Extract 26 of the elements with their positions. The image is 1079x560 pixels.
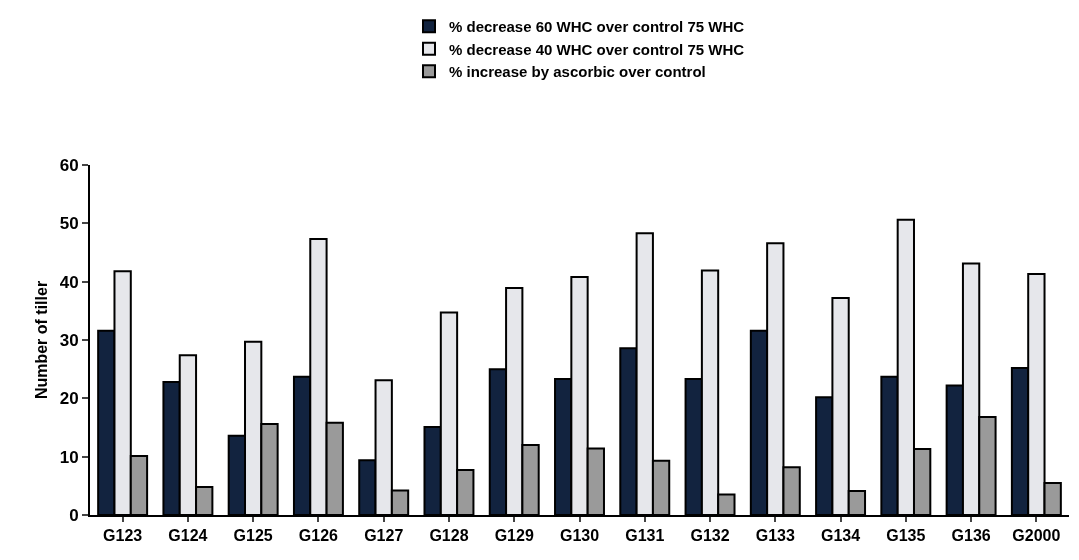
x-tick-label: G129 [494, 527, 534, 545]
x-tick-label: G128 [429, 527, 469, 545]
x-tick-label: G123 [103, 527, 143, 545]
x-tick-label: G132 [690, 527, 730, 545]
x-tick-label: G134 [821, 527, 861, 545]
y-tick-label: 60 [59, 155, 79, 175]
x-tick-label: G131 [625, 527, 665, 545]
legend-label: % increase by ascorbic over control [449, 63, 706, 81]
y-tick-label: 20 [59, 389, 79, 409]
x-tick-label: G126 [298, 527, 339, 545]
y-tick-label: 40 [59, 272, 79, 292]
y-tick-label: 0 [69, 505, 79, 525]
legend-label: % decrease 60 WHC over control 75 WHC [449, 18, 745, 36]
x-tick-label: G135 [886, 527, 926, 545]
y-tick-label: 10 [59, 447, 79, 467]
x-tick-label: G125 [233, 527, 273, 545]
legend-label: % decrease 40 WHC over control 75 WHC [449, 40, 745, 58]
x-tick-label: G2000 [1012, 527, 1061, 545]
x-tick-label: G127 [364, 527, 404, 545]
y-axis-title: Number of tiller [33, 280, 50, 400]
x-tick-label: G130 [559, 527, 600, 545]
x-tick-label: G133 [755, 527, 795, 545]
y-tick-label: 30 [59, 330, 79, 350]
y-tick-label: 50 [59, 214, 79, 234]
x-tick-label: G124 [168, 527, 208, 545]
x-tick-label: G136 [951, 527, 991, 545]
